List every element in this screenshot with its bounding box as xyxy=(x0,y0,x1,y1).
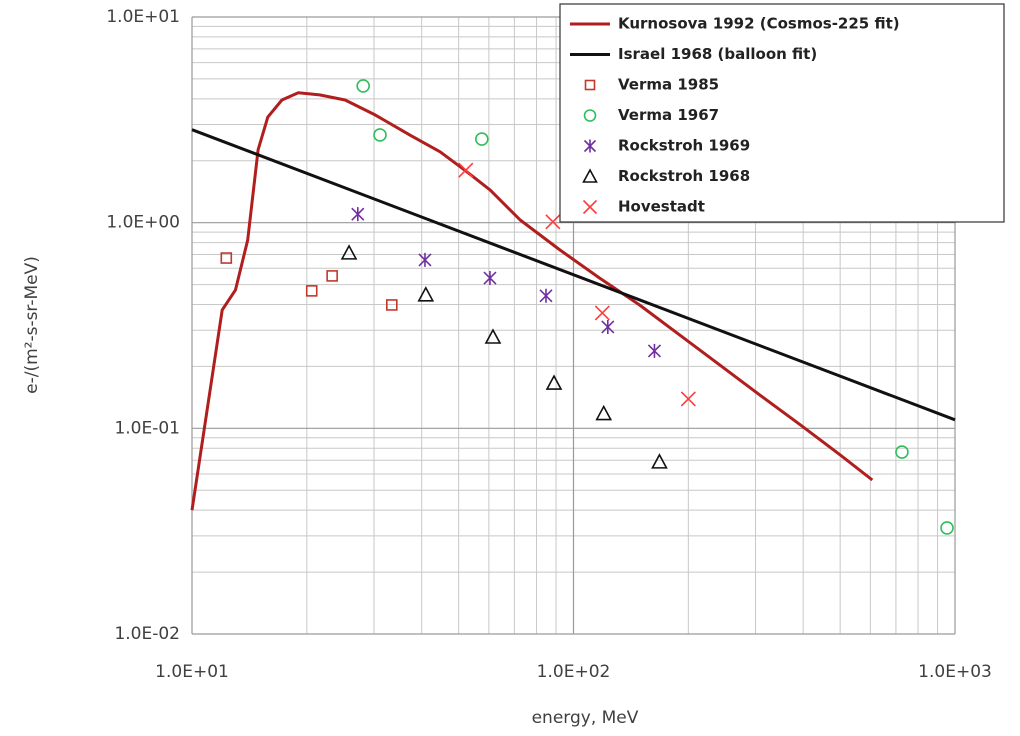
legend-swatch xyxy=(583,109,597,122)
legend-box xyxy=(559,3,1005,223)
legend-swatch xyxy=(583,139,597,153)
marker xyxy=(373,128,387,142)
marker xyxy=(895,445,909,459)
legend-label: Rockstroh 1969 xyxy=(618,137,750,155)
y-axis-title: e-/(m²-s-sr-MeV) xyxy=(22,256,42,394)
marker xyxy=(340,244,358,260)
marker xyxy=(647,343,662,358)
marker xyxy=(417,286,435,302)
marker xyxy=(539,288,553,303)
marker xyxy=(545,214,561,230)
marker xyxy=(940,521,954,535)
marker xyxy=(305,285,318,297)
marker xyxy=(601,319,615,334)
legend-label: Hovestadt xyxy=(618,198,705,216)
series-line xyxy=(190,91,874,511)
y-tick-label: 1.0E-02 xyxy=(114,624,180,644)
x-axis-title: energy, MeV xyxy=(532,708,639,728)
legend-label: Rockstroh 1968 xyxy=(618,167,750,185)
marker xyxy=(356,79,370,93)
legend-label: Verma 1967 xyxy=(618,106,719,124)
x-tick-label: 1.0E+03 xyxy=(918,662,992,682)
y-tick-label: 1.0E-01 xyxy=(114,418,180,438)
marker xyxy=(458,162,474,178)
marker xyxy=(545,374,563,390)
legend-swatch xyxy=(584,79,596,91)
y-tick-label: 1.0E+00 xyxy=(106,213,180,233)
marker xyxy=(594,305,610,321)
marker xyxy=(680,391,696,407)
marker xyxy=(595,404,613,421)
marker xyxy=(483,271,497,286)
marker xyxy=(484,328,502,344)
marker xyxy=(326,270,338,282)
y-tick-label: 1.0E+01 xyxy=(106,7,180,27)
marker xyxy=(475,132,489,146)
legend-label: Israel 1968 (balloon fit) xyxy=(618,45,817,63)
legend-swatch xyxy=(582,199,598,215)
marker xyxy=(418,252,432,267)
marker xyxy=(220,252,233,264)
legend-label: Verma 1985 xyxy=(618,76,719,94)
marker xyxy=(651,453,668,469)
x-tick-label: 1.0E+02 xyxy=(537,662,611,682)
series-line xyxy=(191,128,956,422)
marker xyxy=(351,207,365,222)
legend-swatch xyxy=(582,168,598,183)
legend-label: Kurnosova 1992 (Cosmos-225 fit) xyxy=(618,15,900,33)
marker xyxy=(386,299,398,311)
x-tick-label: 1.0E+01 xyxy=(155,662,229,682)
